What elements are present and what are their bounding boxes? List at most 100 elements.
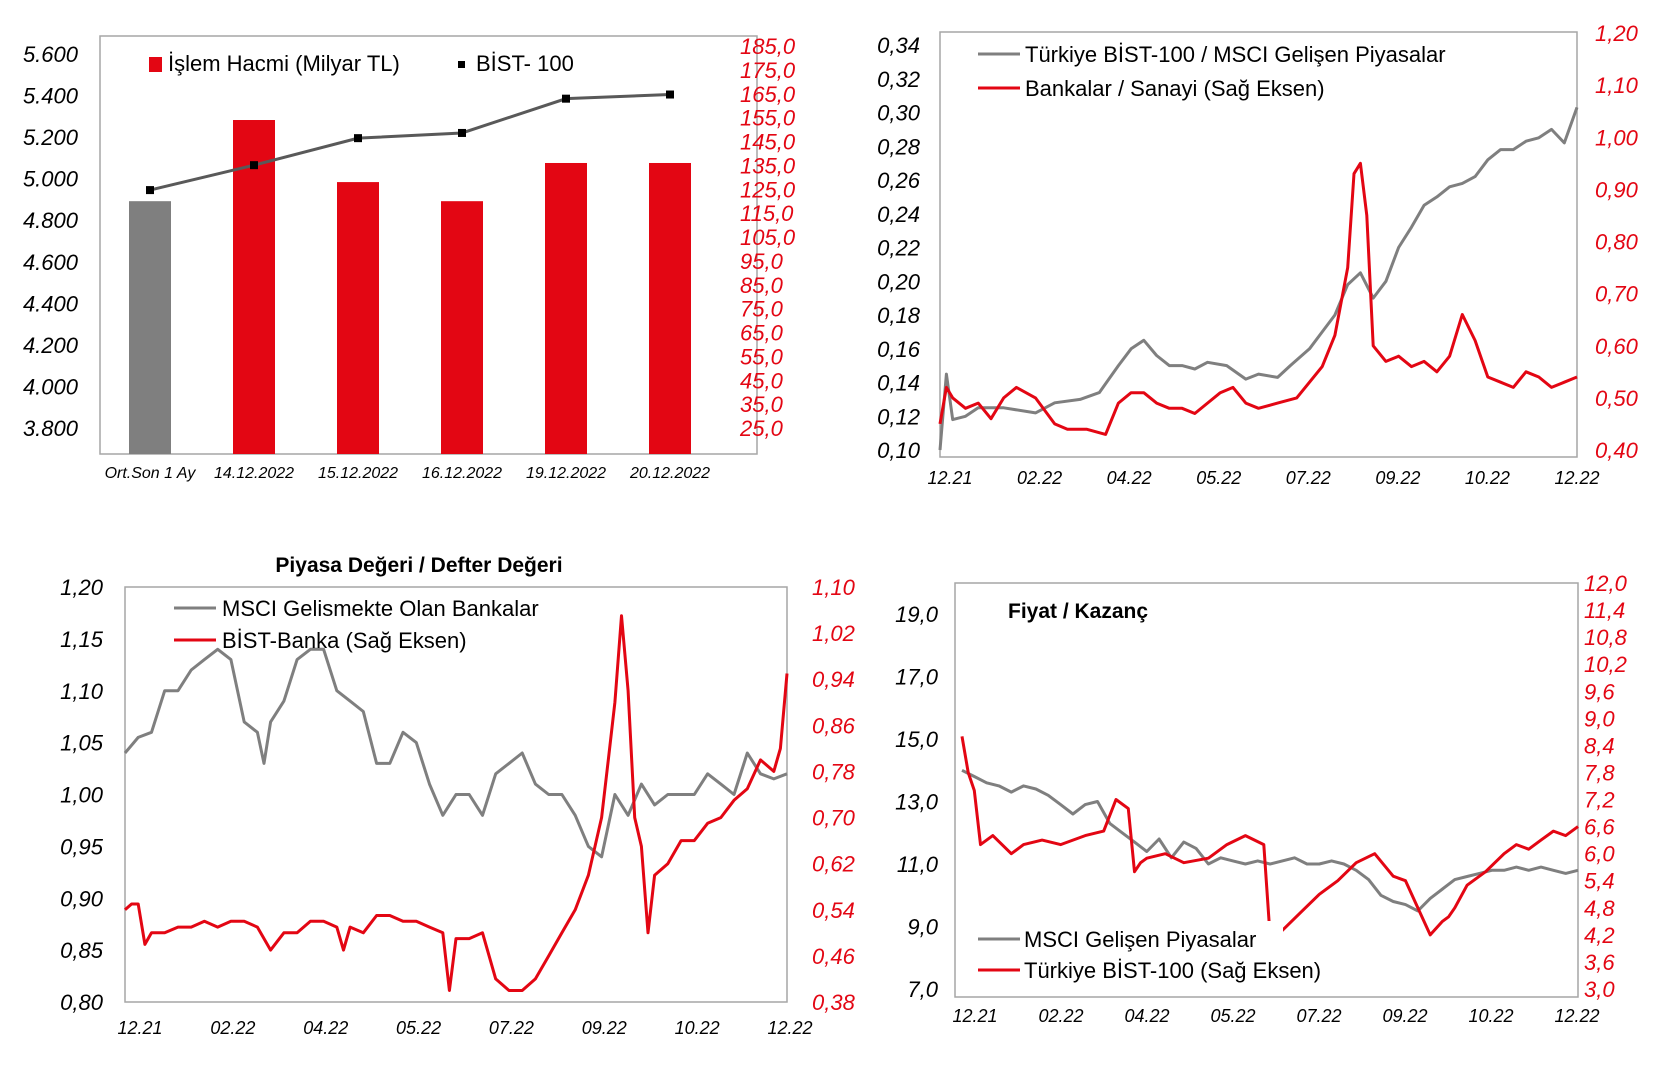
legend-label-bist-msci: Türkiye BİST-100 / MSCI Gelişen Piyasala… bbox=[1025, 42, 1446, 67]
panel4-title: Fiyat / Kazanç bbox=[1008, 600, 1148, 623]
panel4-x-axis: 12.21 02.22 04.22 05.22 07.22 09.22 10.22 12.22 bbox=[952, 1006, 1599, 1026]
x-tick: 05.22 bbox=[396, 1018, 441, 1038]
right-axis-tick: 0,50 bbox=[1595, 386, 1639, 411]
right-axis-tick: 185,0 bbox=[740, 34, 796, 59]
volume-bar bbox=[337, 182, 379, 454]
left-axis-tick: 9,0 bbox=[907, 915, 938, 940]
right-axis-tick: 7,2 bbox=[1584, 788, 1615, 813]
panel-volume-bist: 3.800 4.000 4.200 4.400 4.600 4.800 5.000 5.200… bbox=[23, 34, 796, 482]
right-axis-tick: 1,00 bbox=[1595, 125, 1639, 150]
bist-marker bbox=[562, 94, 570, 103]
left-axis-tick: 4.400 bbox=[23, 291, 79, 316]
x-tick: 12.21 bbox=[117, 1018, 162, 1038]
panel2-plot-frame bbox=[939, 31, 1578, 458]
panel2-x-axis: 12.21 02.22 04.22 05.22 07.22 09.22 10.22 12.22 bbox=[927, 468, 1599, 488]
x-tick: 10.22 bbox=[1465, 468, 1510, 488]
right-axis-tick: 115,0 bbox=[740, 201, 794, 226]
category-label: 20.12.2022 bbox=[629, 465, 710, 482]
right-axis-tick: 165,0 bbox=[740, 82, 796, 107]
left-axis-tick: 13,0 bbox=[895, 790, 939, 815]
legend-label-msci-em: MSCI Gelişen Piyasalar bbox=[1024, 927, 1256, 952]
left-axis-tick: 11,0 bbox=[897, 852, 939, 877]
right-axis-tick: 35,0 bbox=[740, 392, 784, 417]
left-axis-tick: 3.800 bbox=[23, 416, 79, 441]
right-axis-tick: 0,60 bbox=[1595, 334, 1639, 359]
right-axis-tick: 0,46 bbox=[812, 944, 856, 969]
x-tick: 10.22 bbox=[1468, 1006, 1513, 1026]
right-axis-tick: 0,80 bbox=[1595, 230, 1639, 255]
left-axis-tick: 0,24 bbox=[877, 202, 920, 227]
left-axis-tick: 1,15 bbox=[60, 627, 104, 652]
x-tick: 05.22 bbox=[1210, 1006, 1255, 1026]
left-axis-tick: 0,28 bbox=[877, 134, 921, 159]
volume-bar bbox=[129, 201, 171, 454]
legend-label-banks-industry: Bankalar / Sanayi (Sağ Eksen) bbox=[1025, 76, 1325, 101]
left-axis-tick: 5.400 bbox=[23, 84, 79, 109]
panel-bist-msci-ratio: 0,10 0,12 0,14 0,16 0,18 0,20 0,22 0,24 0,26 0,28… bbox=[877, 21, 1638, 488]
category-label: 14.12.2022 bbox=[214, 465, 294, 482]
bist-marker bbox=[458, 128, 466, 137]
left-axis-tick: 19,0 bbox=[895, 602, 939, 627]
left-axis-tick: 0,85 bbox=[60, 938, 104, 963]
right-axis-tick: 12,0 bbox=[1584, 571, 1628, 596]
left-axis-tick: 0,18 bbox=[877, 303, 921, 328]
right-axis-tick: 6,0 bbox=[1584, 842, 1615, 867]
msci-em-pe-line bbox=[961, 768, 1579, 913]
right-axis-tick: 0,62 bbox=[812, 852, 855, 877]
x-tick: 12.22 bbox=[1554, 1006, 1599, 1026]
left-axis-tick: 0,16 bbox=[877, 337, 921, 362]
panel3-left-axis: 0,80 0,85 0,90 0,95 1,00 1,05 1,10 1,15 1,20 bbox=[60, 575, 104, 1015]
x-tick: 02.22 bbox=[210, 1018, 255, 1038]
right-axis-tick: 4,2 bbox=[1584, 923, 1615, 948]
left-axis-tick: 0,12 bbox=[877, 404, 920, 429]
panel1-plot-frame bbox=[99, 35, 758, 455]
panel3-title: Piyasa Değeri / Defter Değeri bbox=[275, 554, 562, 577]
left-axis-tick: 4.000 bbox=[23, 374, 79, 399]
right-axis-tick: 1,10 bbox=[812, 575, 856, 600]
panel2-left-axis: 0,10 0,12 0,14 0,16 0,18 0,20 0,22 0,24 0,26 0,28… bbox=[877, 33, 921, 463]
x-tick: 09.22 bbox=[1375, 468, 1420, 488]
left-axis-tick: 0,95 bbox=[60, 834, 104, 859]
right-axis-tick: 85,0 bbox=[740, 273, 784, 298]
right-axis-tick: 10,2 bbox=[1584, 652, 1627, 677]
right-axis-tick: 0,70 bbox=[1595, 282, 1639, 307]
right-axis-tick: 4,8 bbox=[1584, 896, 1615, 921]
x-tick: 02.22 bbox=[1017, 468, 1062, 488]
right-axis-tick: 11,4 bbox=[1584, 598, 1625, 623]
legend-label-msci-banks: MSCI Gelismekte Olan Bankalar bbox=[222, 596, 539, 621]
x-tick: 12.22 bbox=[767, 1018, 812, 1038]
legend-label-volume: İşlem Hacmi (Milyar TL) bbox=[168, 51, 400, 76]
panel4-legend: MSCI Gelişen Piyasalar Türkiye BİST-100 … bbox=[965, 921, 1321, 983]
right-axis-tick: 155,0 bbox=[740, 106, 796, 131]
panel3-plot-frame bbox=[124, 586, 788, 1003]
volume-bar bbox=[441, 201, 483, 454]
panel3-x-axis: 12.21 02.22 04.22 05.22 07.22 09.22 10.22 12.22 bbox=[117, 1018, 812, 1038]
left-axis-tick: 5.200 bbox=[23, 125, 79, 150]
panel3-lines bbox=[123, 614, 789, 992]
panel1-left-axis: 3.800 4.000 4.200 4.400 4.600 4.800 5.000 5.200… bbox=[23, 42, 79, 441]
left-axis-tick: 4.200 bbox=[23, 333, 79, 358]
x-tick: 09.22 bbox=[582, 1018, 627, 1038]
panel4-legend-bg bbox=[965, 921, 1283, 983]
right-axis-tick: 0,86 bbox=[812, 713, 856, 738]
left-axis-tick: 0,26 bbox=[877, 168, 921, 193]
right-axis-tick: 6,6 bbox=[1584, 815, 1615, 840]
panel1-category-labels: Ort.Son 1 Ay 14.12.2022 15.12.2022 16.12.20… bbox=[105, 465, 711, 482]
category-label: 16.12.2022 bbox=[422, 465, 502, 482]
left-axis-tick: 0,32 bbox=[877, 67, 920, 92]
panel1-right-axis: 25,035,045,055,065,075,085,095,0105,0115… bbox=[739, 34, 796, 441]
bist-msci-ratio-line bbox=[938, 106, 1579, 451]
right-axis-tick: 175,0 bbox=[740, 58, 796, 83]
x-tick: 05.22 bbox=[1196, 468, 1241, 488]
right-axis-tick: 7,8 bbox=[1584, 760, 1615, 785]
legend-swatch-bist bbox=[458, 61, 465, 68]
right-axis-tick: 3,6 bbox=[1584, 950, 1615, 975]
left-axis-tick: 17,0 bbox=[895, 665, 939, 690]
category-label: Ort.Son 1 Ay bbox=[105, 465, 197, 482]
left-axis-tick: 1,20 bbox=[60, 575, 104, 600]
bist-bank-line bbox=[124, 614, 789, 992]
left-axis-tick: 0,30 bbox=[877, 101, 921, 126]
right-axis-tick: 1,10 bbox=[1595, 73, 1639, 98]
category-label: 15.12.2022 bbox=[318, 465, 398, 482]
right-axis-tick: 125,0 bbox=[740, 177, 796, 202]
